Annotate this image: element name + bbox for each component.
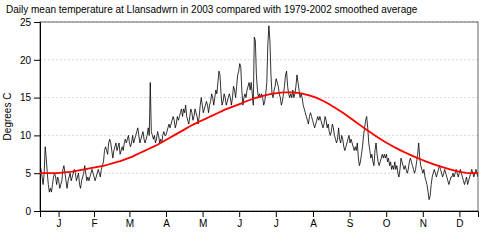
tick-label: N [420, 218, 427, 229]
tick-mark [129, 211, 130, 217]
tick: J [274, 211, 279, 229]
tick-mark [386, 211, 387, 217]
tick-mark [166, 211, 167, 217]
axis-line [34, 23, 41, 212]
tick-mark [459, 211, 460, 217]
tick-label: 10 [20, 130, 32, 141]
tick-mark [34, 98, 40, 99]
tick: D [456, 211, 463, 229]
tick-label: 15 [20, 92, 32, 103]
tick-mark [350, 211, 351, 217]
tick-mark [239, 211, 240, 217]
tick-mark [94, 211, 95, 217]
tick-mark [34, 135, 40, 136]
tick-label: 25 [20, 17, 32, 28]
y-axis-label: Degrees C [2, 93, 13, 141]
title: Daily mean temperature at Llansadwrn in … [6, 4, 418, 15]
tick-label: S [347, 218, 354, 229]
tick-label: J [274, 218, 279, 229]
grid-line [40, 59, 478, 60]
tick: F [91, 211, 97, 229]
tick: 25 [20, 17, 40, 28]
series-line [40, 92, 478, 173]
tick-mark [276, 211, 277, 217]
chart: 0 5 10 15 20 25 J F M A M J J A S O N D Daily mean tempera… [0, 0, 490, 233]
tick: M [199, 211, 207, 229]
grid [40, 22, 478, 211]
tick-label: A [310, 218, 317, 229]
tick-label: O [383, 218, 391, 229]
tick-mark [34, 22, 40, 23]
tick: A [310, 211, 317, 229]
tick-label: J [237, 218, 242, 229]
tick: J [237, 211, 242, 229]
tick-label: 0 [25, 206, 31, 217]
series-line [40, 26, 478, 200]
tick-mark [59, 211, 60, 217]
tick-label: J [57, 218, 62, 229]
tick-mark [423, 211, 424, 217]
axis-line [41, 212, 479, 218]
tick-mark [203, 211, 204, 217]
tick: M [126, 211, 134, 229]
tick-mark [34, 60, 40, 61]
tick-label: 5 [25, 168, 31, 179]
tick: 0 [25, 206, 40, 217]
plot-frame [40, 22, 478, 211]
tick-label: M [126, 218, 134, 229]
tick: S [347, 211, 354, 229]
tick: J [57, 211, 62, 229]
tick-label: D [456, 218, 463, 229]
tick: 5 [25, 168, 40, 179]
tick: N [420, 211, 427, 229]
tick-label: M [199, 218, 207, 229]
x-axis: JFMAMJJASOND [41, 211, 479, 229]
tick: 15 [20, 92, 40, 103]
grid-line [40, 135, 478, 136]
tick-mark [34, 211, 40, 212]
tick-label: A [163, 218, 170, 229]
tick-label: F [91, 218, 97, 229]
tick: O [383, 211, 391, 229]
plot-area [40, 26, 478, 200]
tick: 10 [20, 130, 40, 141]
grid-line [40, 173, 478, 174]
tick-label: 20 [20, 55, 32, 66]
tick-mark [313, 211, 314, 217]
tick-mark [34, 173, 40, 174]
tick: 20 [20, 55, 40, 66]
tick: A [163, 211, 170, 229]
y-axis: 0 5 10 15 20 25 [20, 17, 41, 217]
